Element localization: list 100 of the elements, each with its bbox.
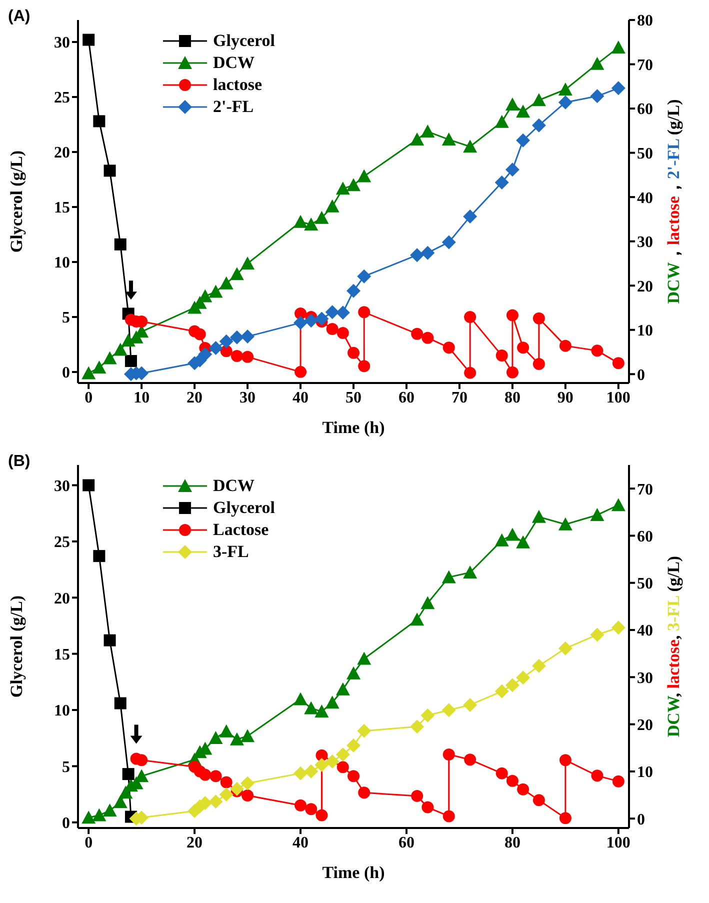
point <box>420 596 435 610</box>
point <box>336 306 350 320</box>
legend-label: 2'-FL <box>213 97 254 117</box>
x-axis-title: Time (h) <box>322 418 385 437</box>
point <box>208 341 223 356</box>
point <box>325 696 340 709</box>
y-tick-label: 20 <box>54 144 70 162</box>
point <box>294 366 307 378</box>
point <box>294 316 308 330</box>
x-tick-label: 60 <box>398 389 414 406</box>
point <box>82 34 95 46</box>
y2-tick-label: 20 <box>637 278 653 296</box>
point <box>199 768 212 781</box>
point <box>463 140 478 153</box>
y-tick-label: 10 <box>54 254 70 272</box>
point <box>198 347 212 362</box>
point <box>442 132 456 146</box>
legend-label: 3-FL <box>213 542 249 562</box>
y-tick-label: 20 <box>54 590 70 608</box>
point <box>316 809 328 822</box>
point <box>590 628 604 642</box>
point <box>230 350 243 362</box>
point <box>464 754 476 766</box>
point <box>336 182 350 195</box>
point <box>113 795 128 808</box>
x-tick-label: 50 <box>346 389 362 406</box>
y-tick-label: 30 <box>54 478 70 495</box>
point <box>611 81 626 96</box>
point <box>304 764 318 778</box>
chart-title: (B) <box>8 453 30 471</box>
point <box>558 82 572 96</box>
y-tick-label: 0 <box>62 364 70 382</box>
point <box>314 312 329 326</box>
x-tick-label: 20 <box>186 834 203 852</box>
y2-tick-label: 0 <box>637 811 645 828</box>
point <box>242 350 254 363</box>
point <box>442 703 456 718</box>
point <box>114 238 126 250</box>
point <box>532 658 546 673</box>
point <box>219 724 234 738</box>
point <box>558 517 572 530</box>
y2-axis-title: DCW，lactose，2'-FL (g/L) <box>664 99 683 304</box>
y2-tick-label: 50 <box>637 576 653 593</box>
point <box>325 199 340 212</box>
y2-axis-title: DCW, lactose, 3-FL (g/L) <box>664 556 683 738</box>
point <box>346 178 360 192</box>
y-tick-label: 5 <box>62 310 70 327</box>
point <box>420 124 435 138</box>
y2-tick-label: 80 <box>637 12 653 30</box>
point <box>122 768 134 780</box>
point <box>102 351 117 364</box>
point <box>506 366 518 378</box>
point <box>92 360 106 374</box>
y-tick-label: 10 <box>54 702 70 720</box>
y-axis-title: Glycerol (g/L) <box>7 150 26 253</box>
point <box>506 774 518 787</box>
point <box>325 754 340 769</box>
point <box>102 804 117 817</box>
y2-tick-label: 30 <box>637 234 653 252</box>
point <box>336 682 350 696</box>
point <box>93 550 106 562</box>
point <box>532 118 546 132</box>
point <box>612 357 624 370</box>
point <box>420 708 435 722</box>
point <box>516 104 530 118</box>
y2-tick-label: 60 <box>637 101 653 118</box>
point <box>242 789 254 802</box>
point <box>304 701 318 714</box>
point <box>220 776 232 788</box>
point <box>294 766 308 780</box>
point <box>240 256 255 270</box>
point <box>532 93 546 106</box>
point <box>210 770 222 782</box>
point <box>92 808 106 822</box>
point <box>591 344 604 357</box>
y2-tick-label: 60 <box>637 528 653 546</box>
point <box>506 309 518 322</box>
y-tick-label: 15 <box>54 646 70 664</box>
point <box>114 697 126 710</box>
point <box>346 738 360 752</box>
point <box>336 747 350 762</box>
point <box>82 479 95 492</box>
x-tick-label: 0 <box>84 389 93 406</box>
point <box>442 810 455 822</box>
point <box>463 698 478 712</box>
point <box>411 790 424 802</box>
point <box>464 366 476 379</box>
point <box>294 692 308 706</box>
legend-label: Lactose <box>213 520 269 540</box>
point <box>442 748 455 760</box>
point <box>442 342 455 354</box>
point <box>532 794 545 806</box>
point <box>410 132 424 146</box>
point <box>590 56 604 70</box>
point <box>420 246 435 260</box>
point <box>82 366 96 380</box>
x-tick-label: 100 <box>606 834 630 852</box>
x-tick-label: 80 <box>504 834 520 852</box>
point <box>410 612 424 626</box>
y-tick-label: 15 <box>54 200 70 217</box>
